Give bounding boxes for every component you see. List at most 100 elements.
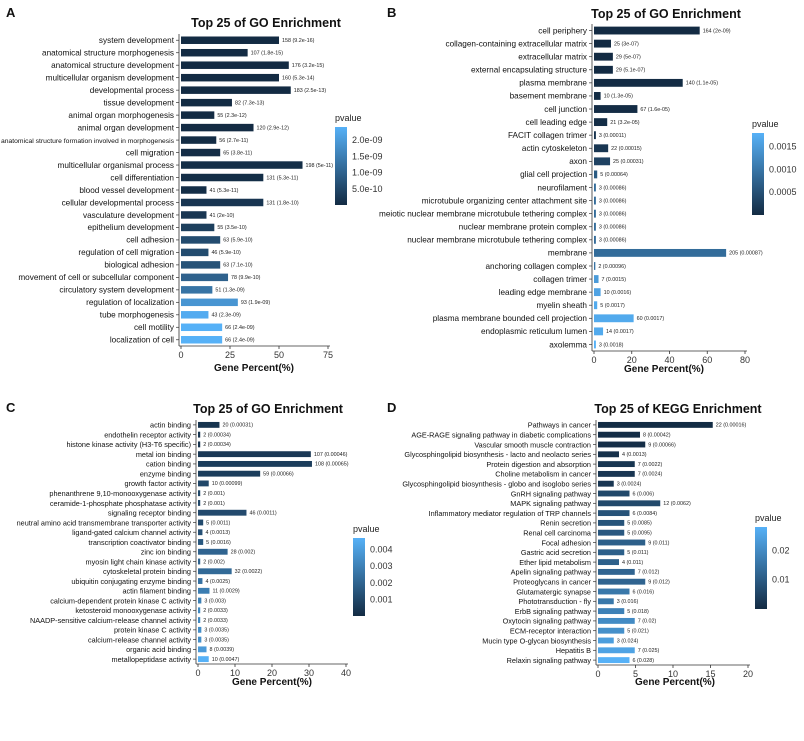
panel-a-bar — [181, 123, 254, 132]
panel-b-category-label: external encapsulating structure — [471, 66, 588, 75]
panel-b-bar — [594, 92, 601, 100]
panel-a-bar-label: 158 (9.2e-16) — [282, 38, 315, 44]
panel-a-category-label: multicellular organism development — [46, 73, 175, 82]
panel-d-bar — [598, 559, 619, 566]
panel-b-category-label: basement membrane — [510, 92, 588, 101]
panel-b-bar-label: 2 (0.00096) — [598, 264, 626, 270]
panel-b-bar-label: 25 (3e-07) — [614, 41, 639, 47]
panel-b-x-tick-label: 20 — [627, 355, 637, 365]
panel-a-category-label: anatomical structure development — [51, 61, 175, 70]
panel-b-bar — [594, 105, 638, 113]
panel-b-title: Top 25 of GO Enrichment — [591, 7, 742, 21]
panel-a-bar — [181, 86, 291, 94]
panel-a-bar — [181, 198, 264, 207]
panel-b-category-label: FACIT collagen trimer — [508, 131, 587, 140]
panel-c-legend-tick-label: 0.002 — [370, 578, 393, 588]
panel-c-category-label: growth factor activity — [124, 479, 191, 488]
panel-a-bar — [181, 211, 207, 219]
panel-d-category-label: Apelin signaling pathway — [511, 568, 592, 577]
panel-d-title: Top 25 of KEGG Enrichment — [594, 402, 762, 416]
panel-a-category-label: regulation of localization — [86, 298, 174, 307]
panel-a-bar — [181, 261, 221, 269]
panel-c-category-label: protein kinase C activity — [114, 626, 191, 635]
panel-b-bar-label: 3 (0.00086) — [599, 211, 627, 217]
panel-a-x-tick-label: 25 — [225, 350, 235, 360]
panel-c-category-label: NAADP-sensitive calcium-release channel … — [30, 616, 191, 625]
panel-c-bar-label: 10 (0.00099) — [212, 481, 243, 487]
panel-a-bar-label: 160 (5.3e-14) — [282, 75, 315, 81]
panel-d-bar — [598, 421, 713, 428]
panel-c-bar — [198, 451, 311, 458]
panel-a-category-label: multicellular organismal process — [58, 161, 175, 170]
panel-c-x-tick-label: 40 — [341, 668, 351, 678]
panel-c-bar — [198, 597, 202, 604]
panel-b-legend-colorbar — [752, 133, 764, 215]
panel-c-category-label: myosin light chain kinase activity — [86, 557, 192, 566]
panel-c-x-label: Gene Percent(%) — [232, 677, 312, 688]
panel-a-x-tick-label: 0 — [178, 350, 183, 360]
panel-c-bar — [198, 509, 247, 516]
panel-c-bar-label: 2 (0.002) — [203, 559, 225, 565]
panel-b-bar-label: 3 (0.00086) — [599, 225, 627, 231]
panel-c-bar-label: 28 (0.002) — [231, 550, 256, 556]
panel-c-bar-label: 8 (0.0039) — [210, 647, 235, 653]
panel-b-bar — [594, 196, 596, 205]
panel-d-legend-title: pvalue — [755, 513, 782, 523]
panel-b-category-label: nuclear membrane protein complex — [459, 223, 587, 232]
panel-b-bar-label: 3 (0.0018) — [599, 342, 624, 348]
panel-b-x-label: Gene Percent(%) — [624, 364, 704, 375]
panel-d-bar-label: 6 (0.016) — [633, 589, 655, 595]
panel-b-category-label: microtubule organizing center attachment… — [422, 196, 588, 205]
panel-a-category-label: animal organ development — [78, 123, 175, 132]
panel-b-x-tick-label: 40 — [664, 355, 674, 365]
panel-b-bar-label: 60 (0.0017) — [637, 316, 665, 322]
panel-c-bar-label: 108 (0.00065) — [315, 462, 349, 468]
panel-c-bar-label: 3 (0.003) — [204, 598, 226, 604]
panel-a-bar-label: 107 (1.8e-15) — [251, 51, 284, 57]
panel-c-bar-label: 3 (0.0035) — [204, 637, 229, 643]
panel-a-bar — [181, 148, 221, 157]
panel-a-category-label: blood vessel development — [79, 186, 174, 195]
panel-b-category-label: plasma membrane bounded cell projection — [433, 314, 588, 323]
panel-d-category-label: Gastric acid secretion — [521, 548, 591, 557]
panel-b: B Top 25 of GO Enrichment 0 20 40 60 80 Gene Pe… — [379, 5, 797, 375]
panel-d-category-label: Focal adhesion — [542, 538, 592, 547]
panel-d-bar-label: 6 (0.006) — [633, 491, 655, 497]
panel-d-bar-label: 5 (0.018) — [627, 609, 649, 615]
panel-b-x-tick-label: 60 — [702, 355, 712, 365]
panel-d-bar — [598, 608, 625, 615]
panel-d-bar-label: 3 (0.016) — [617, 599, 639, 605]
panel-b-bar — [594, 275, 599, 283]
panel-a-legend-tick-label: 1.5e-09 — [352, 151, 383, 161]
panel-b-bar-label: 25 (0.00031) — [613, 159, 644, 165]
panel-a-tag: A — [6, 5, 16, 20]
panel-b-bar — [594, 301, 598, 310]
panel-c-bar-label: 2 (0.0033) — [203, 608, 228, 614]
panel-b-x-tick-label: 80 — [740, 355, 750, 365]
panel-a-category-label: epithelium development — [88, 223, 175, 232]
panel-b-bar-label: 5 (0.00064) — [600, 172, 628, 178]
panel-a-bar-label: 56 (2.7e-11) — [219, 138, 248, 144]
panel-a-bar-label: 63 (5.9e-10) — [223, 238, 253, 244]
panel-c-x-tick-label: 0 — [195, 668, 200, 678]
panel-c-bar — [198, 441, 201, 448]
panel-b-bar-label: 3 (0.00086) — [599, 198, 627, 204]
panel-a-bar-label: 51 (1.3e-09) — [215, 288, 245, 294]
panel-c-bar — [198, 617, 201, 624]
panel-a-category-label: system development — [99, 36, 175, 45]
panel-c-x-tick-label: 20 — [267, 668, 277, 678]
panel-d-bar — [598, 578, 646, 585]
panel-d-bar-label: 5 (0.0085) — [627, 521, 652, 527]
panel-c-bar — [198, 656, 209, 663]
panel-a-bar — [181, 73, 279, 82]
panel-a-bar — [181, 98, 232, 107]
panel-a-bar — [181, 273, 229, 282]
panel-d-category-label: Proteoglycans in cancer — [513, 578, 591, 587]
panel-d-bar — [598, 500, 661, 507]
panel-a-bar-label: 55 (2.3e-12) — [217, 113, 247, 119]
panel-a-bar — [181, 323, 223, 332]
panel-b-x-tick-label: 0 — [591, 355, 596, 365]
panel-c-bar-label: 20 (0.00031) — [222, 423, 253, 429]
panel-b-bar-label: 3 (0.00011) — [599, 133, 626, 139]
panel-b-bar — [594, 340, 596, 349]
